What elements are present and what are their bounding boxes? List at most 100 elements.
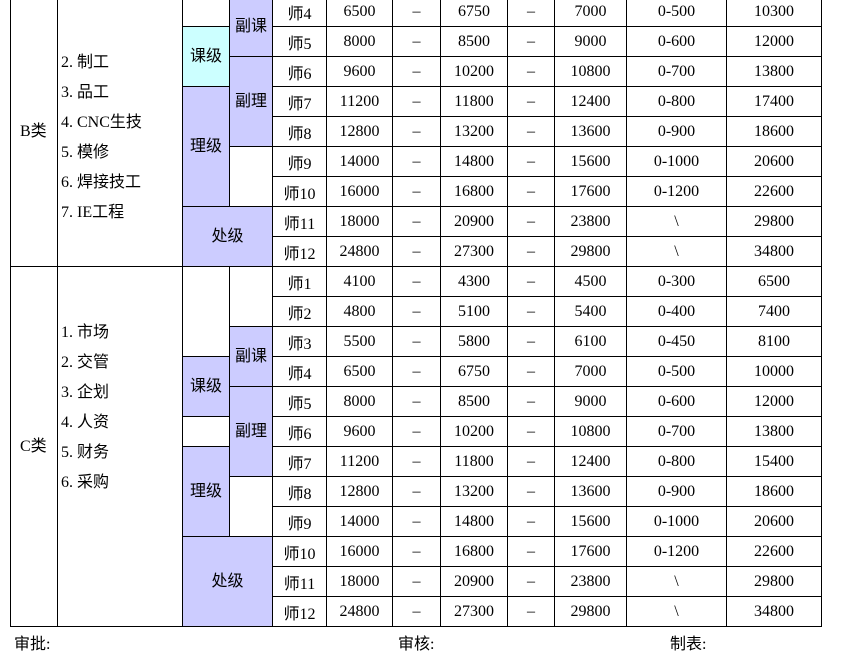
cell-value: 6500 <box>727 267 822 297</box>
cell-value: \ <box>627 597 727 627</box>
cell-value: 9000 <box>555 387 627 417</box>
grade: 师8 <box>273 477 327 507</box>
cell-value: 6100 <box>555 327 627 357</box>
cell-value: 0-1200 <box>627 537 727 567</box>
cell-value: 18600 <box>727 117 822 147</box>
level: 副理 <box>234 92 267 110</box>
cell-value: 12000 <box>727 387 822 417</box>
grade: 师12 <box>273 237 327 267</box>
level-cell: 处级 <box>183 537 273 627</box>
cell-value: – <box>508 537 555 567</box>
level-cell <box>183 417 230 447</box>
cell-value: 4500 <box>555 267 627 297</box>
cell-value: 13800 <box>727 57 822 87</box>
cell-value: – <box>508 117 555 147</box>
cell-value: 0-600 <box>627 387 727 417</box>
grade: 师8 <box>273 117 327 147</box>
level: 处级 <box>211 572 244 590</box>
cell-value: – <box>393 387 441 417</box>
cell-value: – <box>508 387 555 417</box>
grade: 师7 <box>273 447 327 477</box>
cell-value: 16800 <box>441 177 508 207</box>
grade: 师6 <box>273 417 327 447</box>
cell-value: 17400 <box>727 87 822 117</box>
grade: 师5 <box>273 387 327 417</box>
cell-value: 10000 <box>727 357 822 387</box>
cell-value: 10300 <box>727 0 822 27</box>
grade: 师7 <box>273 87 327 117</box>
cell-value: 6500 <box>327 0 393 27</box>
grade: 师12 <box>273 597 327 627</box>
level: 副理 <box>234 422 267 440</box>
cell-value: – <box>508 207 555 237</box>
cell-value: \ <box>627 567 727 597</box>
cell-value: 4100 <box>327 267 393 297</box>
level-cell <box>230 267 273 327</box>
cell-value: 8100 <box>727 327 822 357</box>
level-cell: 理级 <box>183 447 230 537</box>
footer-label: 制表: <box>670 636 707 653</box>
department: 1. 市场 <box>61 324 110 341</box>
cell-value: 0-800 <box>627 87 727 117</box>
cell-value: 34800 <box>727 597 822 627</box>
cell-value: 17600 <box>555 177 627 207</box>
cell-value: 15600 <box>555 147 627 177</box>
cell-value: 24800 <box>327 597 393 627</box>
cell-value: 0-700 <box>627 417 727 447</box>
department: 4. CNC生技 <box>61 114 142 131</box>
cell-value: 8000 <box>327 27 393 57</box>
grade: 师2 <box>273 297 327 327</box>
cell-value: 23800 <box>555 567 627 597</box>
cell-value: 4300 <box>441 267 508 297</box>
cell-value: 18000 <box>327 567 393 597</box>
cell-value: 8500 <box>441 387 508 417</box>
cell-value: 14800 <box>441 147 508 177</box>
cell-value: – <box>508 0 555 27</box>
level-cell: 副课 <box>230 327 273 387</box>
cell-value: 15600 <box>555 507 627 537</box>
department: 5. 模修 <box>61 144 110 161</box>
department: 3. 企划 <box>61 384 110 401</box>
department-cell <box>58 267 183 627</box>
cell-value: 4800 <box>327 297 393 327</box>
cell-value: – <box>508 507 555 537</box>
grade: 师9 <box>273 507 327 537</box>
cell-value: – <box>393 147 441 177</box>
cell-value: – <box>393 477 441 507</box>
cell-value: 0-900 <box>627 477 727 507</box>
cell-value: 20900 <box>441 567 508 597</box>
cell-value: 0-500 <box>627 0 727 27</box>
cell-value: 13800 <box>727 417 822 447</box>
cell-value: – <box>508 597 555 627</box>
cell-value: 24800 <box>327 237 393 267</box>
cell-value: 34800 <box>727 237 822 267</box>
cell-value: 17600 <box>555 537 627 567</box>
cell-value: 5400 <box>555 297 627 327</box>
cell-value: – <box>508 27 555 57</box>
department: 2. 制工 <box>61 54 110 71</box>
grade: 师11 <box>273 207 327 237</box>
level-cell: 处级 <box>183 207 273 267</box>
cell-value: 6500 <box>327 357 393 387</box>
cell-value: – <box>393 87 441 117</box>
cell-value: 10200 <box>441 57 508 87</box>
cell-value: 13200 <box>441 117 508 147</box>
level-cell <box>183 0 230 27</box>
level-cell <box>230 477 273 537</box>
cell-value: 29800 <box>555 237 627 267</box>
cell-value: – <box>508 417 555 447</box>
cell-value: – <box>393 27 441 57</box>
cell-value: – <box>508 447 555 477</box>
cell-value: 18000 <box>327 207 393 237</box>
cell-value: 12400 <box>555 447 627 477</box>
cell-value: 9000 <box>555 27 627 57</box>
level-cell: 课级 <box>183 357 230 417</box>
cell-value: 5500 <box>327 327 393 357</box>
cell-value: 10800 <box>555 417 627 447</box>
cell-value: 7400 <box>727 297 822 327</box>
level: 副课 <box>234 347 267 365</box>
cell-value: 12800 <box>327 477 393 507</box>
cell-value: – <box>393 327 441 357</box>
grade: 师4 <box>273 0 327 27</box>
